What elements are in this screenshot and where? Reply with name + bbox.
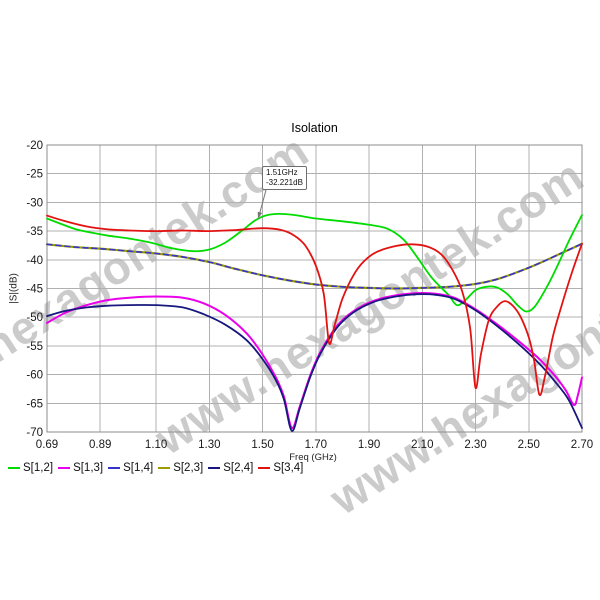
legend-item: S[1,4]: [108, 462, 153, 474]
y-tick-label: -50: [26, 312, 43, 324]
legend-color-dash-icon: [208, 467, 221, 469]
legend-color-dash-icon: [108, 467, 121, 469]
marker-annotation-value: -32.221dB: [266, 178, 303, 187]
x-tick-label: 2.10: [411, 439, 433, 451]
legend-item-label: S[1,4]: [123, 462, 154, 474]
series-curve-S12: [46, 212, 583, 313]
x-tick-label: 1.10: [145, 439, 167, 451]
legend-color-dash-icon: [8, 467, 20, 469]
annotation-leader-line: [259, 189, 267, 215]
legend-item-label: S[2,4]: [223, 462, 254, 474]
y-axis-label: |S|(dB): [8, 273, 20, 304]
legend-item: S[1,3]: [58, 462, 103, 474]
legend: S[1,2] S[1,3] S[1,4] S[2,3] S[2,4] S[3,4]: [8, 462, 308, 474]
series-curve-S23: [45, 242, 584, 290]
x-tick-label: 0.69: [36, 439, 58, 451]
series-curve-S13: [46, 291, 583, 430]
legend-item-label: S[2,3]: [173, 462, 204, 474]
x-tick-label: 1.90: [358, 439, 380, 451]
x-tick-label: 1.30: [198, 439, 220, 451]
series-curve-S14: [46, 242, 583, 290]
tick-labels: 0.69 0.89 1.10 1.30 1.50 1.70 1.90 2.10 2.30 2.50…: [26, 140, 593, 451]
legend-color-dash-icon: [158, 467, 171, 469]
legend-item: S[3,4]: [258, 462, 303, 474]
marker-annotation-box: 1.51GHz -32.221dB: [262, 166, 307, 190]
legend-color-dash-icon: [58, 467, 71, 469]
y-tick-label: -45: [26, 284, 43, 296]
annotation-arrow-icon: [257, 211, 263, 219]
x-tick-label: 2.70: [571, 439, 593, 451]
x-axis-label: Freq (GHz): [289, 452, 337, 463]
x-tick-label: 1.50: [251, 439, 273, 451]
plot-border: [46, 144, 583, 433]
series-curve-S24: [46, 293, 583, 432]
marker-annotation-freq: 1.51GHz: [266, 168, 298, 177]
series-curve-S34: [46, 214, 583, 397]
y-tick-label: -40: [26, 255, 43, 267]
y-tick-label: -30: [26, 197, 43, 209]
chart-title: Isolation: [291, 121, 338, 135]
x-tick-label: 2.30: [464, 439, 486, 451]
y-tick-label: -65: [26, 398, 43, 410]
legend-item: S[1,2]: [8, 462, 53, 474]
y-tick-label: -20: [26, 140, 43, 152]
x-tick-label: 2.50: [518, 439, 540, 451]
x-tick-label: 1.70: [305, 439, 327, 451]
curves: [45, 212, 584, 432]
y-tick-label: -25: [26, 169, 43, 181]
legend-item-label: S[3,4]: [273, 462, 304, 474]
y-tick-label: -70: [26, 427, 43, 439]
y-tick-label: -60: [26, 370, 43, 382]
legend-item-label: S[1,2]: [23, 462, 54, 474]
legend-item-label: S[1,3]: [73, 462, 104, 474]
x-tick-label: 0.89: [89, 439, 111, 451]
gridlines: [46, 144, 583, 433]
legend-color-dash-icon: [258, 467, 271, 469]
legend-item: S[2,3]: [158, 462, 203, 474]
legend-item: S[2,4]: [208, 462, 253, 474]
y-tick-label: -55: [26, 341, 43, 353]
y-tick-label: -35: [26, 226, 43, 238]
